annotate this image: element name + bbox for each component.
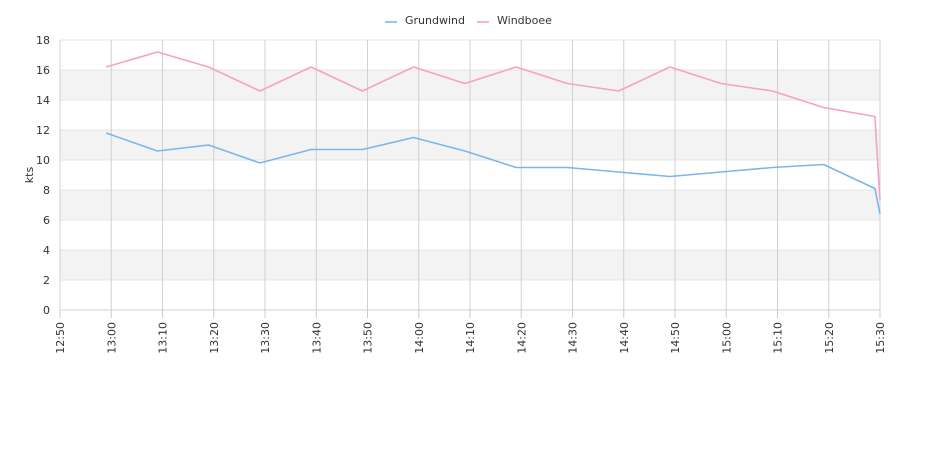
x-tick-label: 14:10 [464, 322, 477, 354]
y-tick-label: 4 [43, 244, 50, 257]
x-tick-label: 12:50 [54, 322, 67, 354]
x-tick-label: 13:50 [362, 322, 375, 354]
y-tick-label: 12 [36, 124, 50, 137]
y-axis-ticks: 0 2 4 6 8 10 12 14 16 18 [36, 34, 50, 317]
y-tick-label: 2 [43, 274, 50, 287]
x-tick-label: 13:30 [259, 322, 272, 354]
y-tick-label: 14 [36, 94, 50, 107]
x-tick-label: 14:30 [567, 322, 580, 354]
legend[interactable]: Grundwind Windboee [385, 14, 552, 27]
y-axis-label: kts [23, 167, 36, 184]
series-line-windboee [105, 51, 881, 201]
series-lines [105, 51, 881, 215]
x-tick-label: 13:10 [157, 322, 170, 354]
legend-label: Windboee [497, 14, 552, 27]
x-tick-label: 15:10 [772, 322, 785, 354]
vertical-gridlines [59, 40, 881, 311]
legend-item-windboee[interactable]: Windboee [477, 14, 552, 27]
x-tick-label: 14:20 [515, 322, 528, 354]
y-tick-label: 0 [43, 304, 50, 317]
x-tick-label: 13:40 [310, 322, 323, 354]
legend-label: Grundwind [405, 14, 465, 27]
x-tick-label: 13:00 [105, 322, 118, 354]
x-tick-label: 15:20 [823, 322, 836, 354]
series-line-grundwind [105, 132, 881, 215]
x-tick-label: 14:50 [669, 322, 682, 354]
legend-item-grundwind[interactable]: Grundwind [385, 14, 465, 27]
y-tick-label: 8 [43, 184, 50, 197]
y-tick-label: 10 [36, 154, 50, 167]
x-tick-label: 13:20 [208, 322, 221, 354]
y-tick-label: 16 [36, 64, 50, 77]
x-tick-label: 15:30 [874, 322, 887, 354]
x-axis-ticks: 12:50 13:00 13:10 13:20 13:30 13:40 13:50 14:00… [54, 310, 887, 354]
y-tick-label: 6 [43, 214, 50, 227]
x-tick-label: 14:00 [413, 322, 426, 354]
y-tick-label: 18 [36, 34, 50, 47]
x-tick-label: 14:40 [618, 322, 631, 354]
x-tick-label: 15:00 [720, 322, 733, 354]
